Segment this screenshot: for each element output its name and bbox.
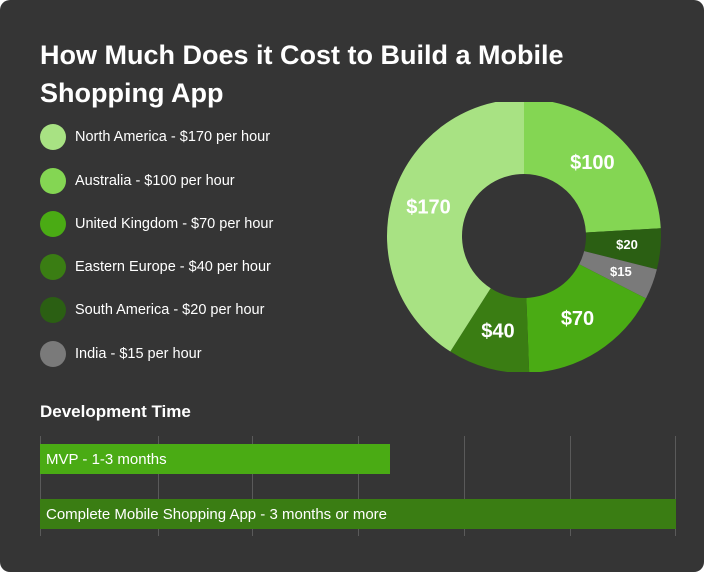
- legend-swatch: [40, 168, 66, 194]
- legend-item: Australia - $100 per hour: [40, 166, 235, 196]
- gridline: [675, 436, 676, 536]
- donut-slice: [579, 251, 657, 299]
- development-time-heading: Development Time: [40, 402, 191, 421]
- legend-label: Eastern Europe - $40 per hour: [75, 259, 271, 275]
- slice-label: $40: [481, 320, 514, 342]
- legend-swatch: [40, 297, 66, 323]
- donut-slice: [387, 102, 524, 352]
- slice-label: $15: [610, 264, 632, 279]
- timeline-bar: MVP - 1-3 months: [40, 444, 390, 474]
- slice-label: $170: [406, 196, 451, 218]
- slice-label: $100: [570, 152, 615, 174]
- donut-slice: [526, 264, 646, 372]
- donut-chart: $100 $20 $15 $70 $40 $170: [387, 102, 661, 372]
- legend-item: North America - $170 per hour: [40, 122, 270, 152]
- legend-label: India - $15 per hour: [75, 346, 202, 362]
- legend-label: United Kingdom - $70 per hour: [75, 216, 274, 232]
- legend-item: South America - $20 per hour: [40, 295, 264, 325]
- gridline: [40, 436, 41, 536]
- gridline: [358, 436, 359, 536]
- gridline: [252, 436, 253, 536]
- legend-swatch: [40, 341, 66, 367]
- gridline: [464, 436, 465, 536]
- bar-label: Complete Mobile Shopping App - 3 months …: [46, 505, 388, 523]
- legend-label: North America - $170 per hour: [75, 129, 271, 145]
- slice-label: $20: [616, 237, 638, 252]
- timeline-bar: Complete Mobile Shopping App - 3 months …: [40, 499, 676, 529]
- gridline: [158, 436, 159, 536]
- donut-slice: [584, 228, 661, 270]
- chart-title: How Much Does it Cost to Build a Mobile …: [40, 40, 564, 108]
- legend-item: India - $15 per hour: [40, 339, 202, 369]
- legend-swatch: [40, 124, 66, 150]
- donut-slice: [450, 288, 530, 372]
- legend-swatch: [40, 211, 66, 237]
- development-time-chart: MVP - 1-3 months Complete Mobile Shopping…: [40, 436, 676, 536]
- gridline: [570, 436, 571, 536]
- legend-label: Australia - $100 per hour: [75, 173, 235, 189]
- donut-slice: [524, 102, 661, 233]
- legend-item: Eastern Europe - $40 per hour: [40, 252, 271, 282]
- legend-item: United Kingdom - $70 per hour: [40, 209, 273, 239]
- bar-label: MVP - 1-3 months: [46, 450, 167, 468]
- slice-label: $70: [561, 308, 594, 330]
- legend-swatch: [40, 254, 66, 280]
- legend-label: South America - $20 per hour: [75, 302, 265, 318]
